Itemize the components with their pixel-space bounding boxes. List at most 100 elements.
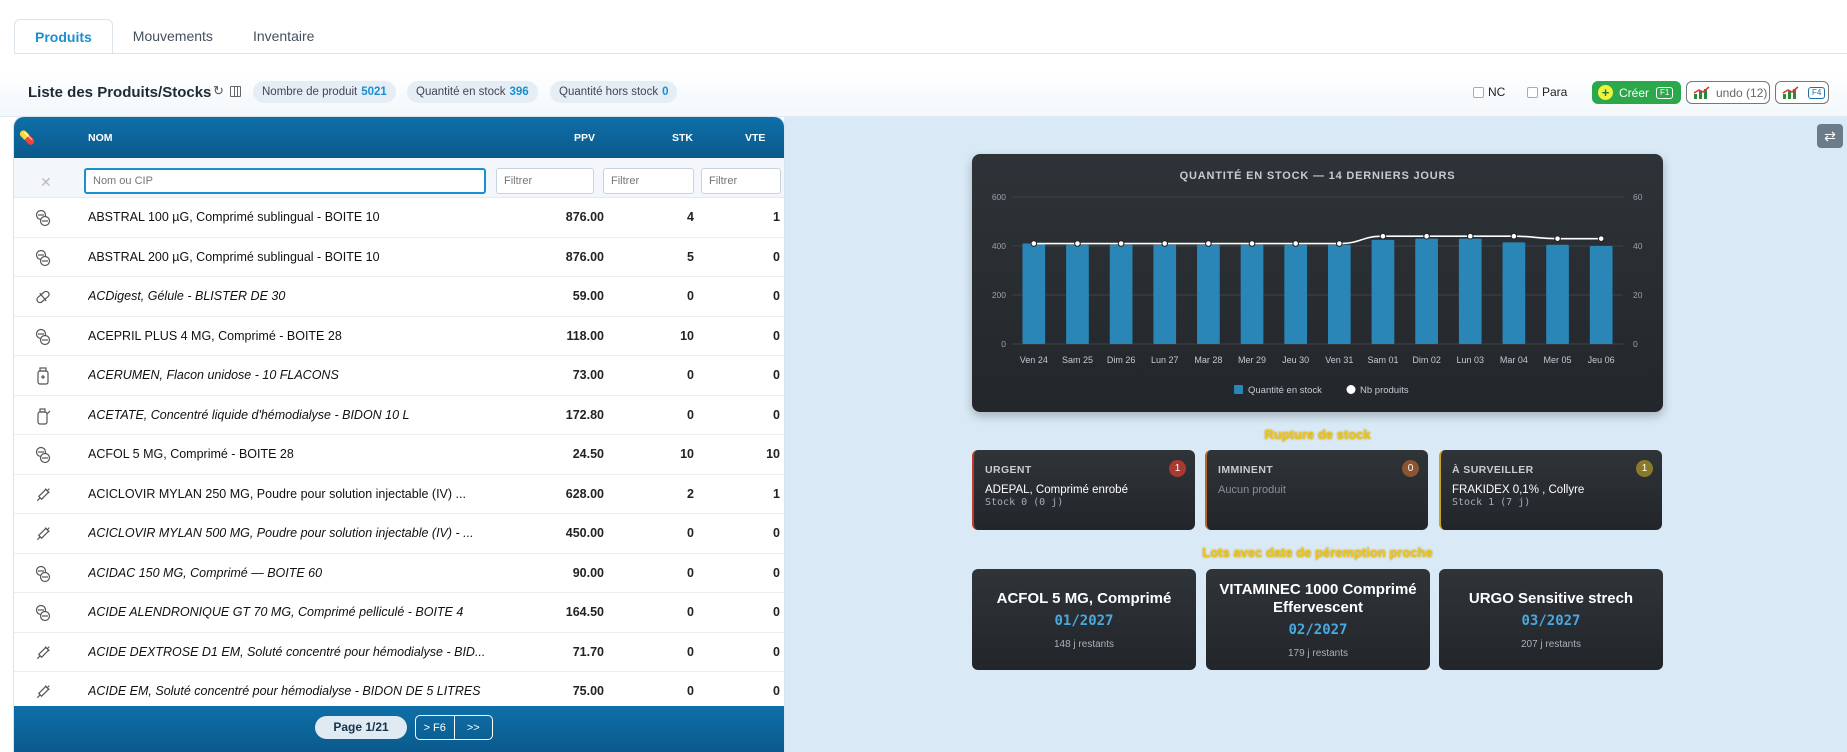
rupture-card-urgent[interactable]: URGENT 1 ADEPAL, Comprimé enrobé Stock 0… [972, 450, 1195, 530]
line-point [1074, 240, 1081, 247]
table-row[interactable]: ACIDE DEXTROSE D1 EM, Soluté concentré p… [14, 633, 784, 672]
checkbox-para[interactable]: Para [1527, 85, 1567, 99]
column-header-ppv[interactable]: PPV [574, 132, 596, 144]
stats-button[interactable]: F4 [1775, 81, 1829, 104]
next-page-button[interactable]: > F6 [423, 721, 446, 734]
y-right-tick-label: 60 [1633, 192, 1643, 202]
column-header-vte[interactable]: VTE [745, 132, 766, 144]
product-name: ACICLOVIR MYLAN 250 MG, Poudre pour solu… [88, 486, 466, 501]
pager-buttons: > F6 >> [415, 715, 493, 740]
chart-up-icon [1782, 85, 1799, 99]
undo-button[interactable]: undo (12) [1686, 81, 1770, 104]
stat-badge-quantite-hors-stock: Quantité hors stock 0 [550, 81, 678, 103]
stock-chart: 0 200 400 600 0 20 40 60 Ven 24 Sam 25 Dim 26 Lun 2… [992, 192, 1643, 396]
line-point [1336, 240, 1343, 247]
product-name: ACFOL 5 MG, Comprimé - BOITE 28 [88, 447, 294, 461]
product-ppv: 73.00 [572, 368, 604, 382]
table-row[interactable]: ACICLOVIR MYLAN 500 MG, Poudre pour solu… [14, 514, 784, 554]
product-stk: 10 [680, 328, 694, 343]
table-row[interactable]: ACETATE, Concentré liquide d'hémodialyse… [14, 396, 784, 435]
chart-bar [1284, 244, 1308, 344]
line-point [1292, 240, 1299, 247]
product-name: ACDigest, Gélule - BLISTER DE 30 [88, 289, 286, 303]
line-point [1161, 240, 1169, 247]
expiry-card[interactable]: ACFOL 5 MG, Comprimé 01/2027 148 j resta… [972, 569, 1196, 670]
x-tick-label: Dim 26 [1107, 355, 1136, 365]
product-vte: 0 [773, 289, 780, 303]
product-ppv: 876.00 [565, 210, 604, 224]
table-row[interactable]: ABSTRAL 200 µG, Comprimé sublingual - BO… [14, 238, 784, 277]
table-row[interactable]: ACFOL 5 MG, Comprimé - BOITE 28 24.50 10 10 [14, 435, 784, 475]
table-row[interactable]: ACIDE ALENDRONIQUE GT 70 MG, Comprimé pe… [14, 593, 784, 633]
product-stk: 0 [687, 605, 694, 619]
rupture-card-surveiller[interactable]: À SURVEILLER 1 FRAKIDEX 0,1% , Collyre S… [1439, 450, 1662, 530]
pills-icon: 💊 [19, 130, 36, 145]
table-body: ABSTRAL 100 µG, Comprimé sublingual - BO… [14, 198, 784, 712]
ppv-filter-input[interactable] [496, 168, 594, 194]
checkbox-box[interactable] [1527, 86, 1538, 98]
syringe-icon [34, 525, 54, 543]
last-page-button[interactable]: >> [453, 716, 493, 739]
vte-filter-input[interactable] [701, 168, 781, 194]
line-point [1117, 240, 1125, 247]
expiry-date: 02/2027 [1288, 622, 1348, 638]
chart-bar [1371, 239, 1395, 344]
expiry-date: 03/2027 [1521, 613, 1581, 629]
rupture-detail: Stock 0 (0 j) [985, 497, 1064, 508]
columns-icon[interactable] [230, 86, 241, 97]
line-point [1510, 232, 1518, 240]
chart-bar [1153, 244, 1177, 344]
y-left-tick-label: 0 [1001, 339, 1006, 349]
stk-filter-input[interactable] [603, 168, 694, 194]
syringe-icon [34, 486, 54, 504]
rupture-product: FRAKIDEX 0,1% , Collyre [1452, 484, 1585, 496]
product-vte: 10 [766, 447, 780, 461]
y-left-tick-label: 600 [992, 192, 1006, 202]
expiry-date: 01/2027 [1054, 613, 1114, 629]
syringe-icon [34, 683, 54, 701]
pill-icon [34, 565, 54, 583]
checkbox-box[interactable] [1473, 86, 1484, 98]
table-row[interactable]: ACERUMEN, Flacon unidose - 10 FLACONS 73.… [14, 356, 784, 396]
table-row[interactable]: ACICLOVIR MYLAN 250 MG, Poudre pour solu… [14, 475, 784, 514]
table-row[interactable]: ACDigest, Gélule - BLISTER DE 30 59.00 0 0 [14, 277, 784, 317]
legend-label-nb-produits: Nb produits [1360, 385, 1409, 396]
chart-bar [1327, 244, 1351, 344]
tab-inventaire[interactable]: Inventaire [252, 28, 315, 44]
line-point [1379, 232, 1387, 240]
rupture-card-imminent[interactable]: IMMINENT 0 Aucun produit [1205, 450, 1428, 530]
product-name: ACIDE EM, Soluté concentré pour hémodial… [88, 684, 481, 698]
x-tick-label: Lun 03 [1456, 355, 1484, 365]
tab-produits[interactable]: Produits [14, 19, 113, 54]
expiry-product: ACFOL 5 MG, Comprimé [996, 590, 1172, 607]
expiry-card[interactable]: URGO Sensitive strech 03/2027 207 j rest… [1439, 569, 1663, 670]
product-name: ACIDE DEXTROSE D1 EM, Soluté concentré p… [88, 644, 486, 659]
expiry-days: 207 j restants [1520, 639, 1582, 650]
clear-filters-icon[interactable]: ✕ [40, 174, 52, 190]
table-row[interactable]: ABSTRAL 100 µG, Comprimé sublingual - BO… [14, 198, 784, 238]
pill-icon [34, 249, 54, 267]
name-filter-input[interactable] [84, 168, 486, 194]
product-name: ABSTRAL 100 µG, Comprimé sublingual - BO… [88, 210, 380, 224]
line-point [1554, 235, 1561, 242]
count-badge: 1 [1636, 460, 1653, 477]
create-button[interactable]: + Créer F1 [1592, 81, 1681, 104]
column-header-nom[interactable]: NOM [88, 132, 113, 144]
expiry-card[interactable]: VITAMINEC 1000 Comprimé Effervescent 02/… [1206, 569, 1430, 670]
chart-title: QUANTITÉ EN STOCK — 14 DERNIERS JOURS [1179, 170, 1456, 182]
shortcut-key: F1 [1656, 86, 1674, 99]
product-ppv: 876.00 [565, 249, 604, 264]
capsule-icon [34, 288, 54, 306]
rupture-empty: Aucun produit [1218, 484, 1286, 496]
vial-icon [34, 367, 54, 385]
refresh-icon[interactable]: ↻ [213, 83, 224, 98]
table-row[interactable]: ACIDAC 150 MG, Comprimé — BOITE 60 90.00 0… [14, 554, 784, 593]
sync-button[interactable]: ⇄ [1817, 124, 1843, 148]
line-point [1248, 240, 1256, 247]
line-point [1597, 235, 1605, 242]
product-vte: 1 [773, 210, 780, 224]
table-row[interactable]: ACEPRIL PLUS 4 MG, Comprimé - BOITE 28 11… [14, 317, 784, 356]
checkbox-nc[interactable]: NC [1473, 85, 1505, 99]
tab-mouvements[interactable]: Mouvements [132, 28, 213, 44]
column-header-stk[interactable]: STK [672, 132, 693, 144]
